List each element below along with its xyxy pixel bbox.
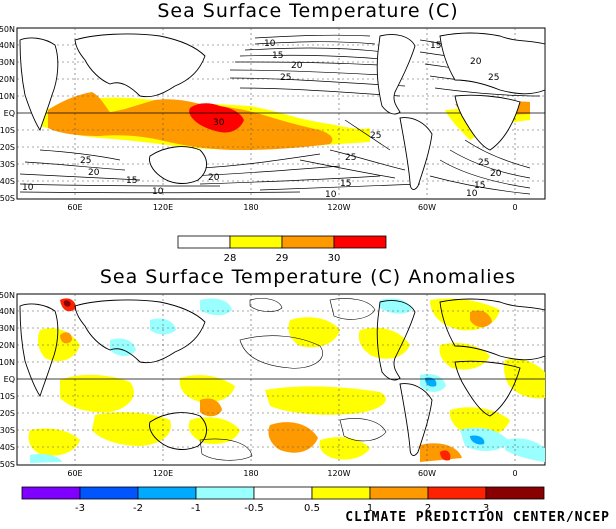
- bottom-colorbar-tick: -1: [191, 503, 201, 514]
- bottom-lat-label: 40S: [0, 443, 15, 452]
- top-contour-label-13: 15: [430, 41, 441, 51]
- top-contour-label-4: 25: [280, 73, 291, 83]
- top-contour-label-3: 20: [291, 61, 303, 71]
- top-lat-label: 50S: [0, 194, 15, 203]
- bottom-colorbar: -3 -2 -1 -0.5 0.5 1 2 3: [21, 486, 545, 514]
- bottom-colorbar-swatch: [137, 486, 197, 500]
- bottom-lat-label: 40N: [0, 307, 15, 316]
- bottom-colorbar-tick: -2: [133, 503, 143, 514]
- top-lat-label: 40N: [0, 41, 15, 50]
- bottom-lat-label: 50N: [0, 291, 15, 300]
- bottom-map: 50N 40N 30N 20N 10N EQ 10S 20S 30S 40S 5…: [0, 291, 546, 478]
- top-contour-label-22: 10: [466, 189, 478, 199]
- bottom-lat-label: 10N: [0, 358, 15, 367]
- bottom-lon-label: 120E: [153, 469, 173, 478]
- bottom-colorbar-swatch: [369, 486, 429, 500]
- bottom-lon-label: 0: [512, 469, 517, 478]
- top-map-hot-region: [189, 103, 244, 133]
- bottom-colorbar-swatch: [427, 486, 487, 500]
- top-map-title: Sea Surface Temperature (C): [157, 0, 459, 22]
- top-contour-label-1: 10: [264, 39, 276, 49]
- top-contour-label-19: 25: [345, 153, 356, 163]
- top-contour-label-14: 20: [470, 57, 482, 67]
- top-lat-label: 20S: [0, 143, 15, 152]
- top-map: 10 15 20 25 25 30 25 25 20 15 10 10 15 2…: [0, 25, 546, 212]
- top-contour-label-11: 10: [152, 187, 164, 197]
- bottom-lon-label: 60E: [67, 469, 82, 478]
- top-contour-label-20: 20: [490, 169, 502, 179]
- top-lon-label: 60E: [67, 203, 82, 212]
- bottom-colorbar-swatch: [195, 486, 255, 500]
- bottom-lat-label: 20S: [0, 409, 15, 418]
- bottom-colorbar-swatch: [485, 486, 545, 500]
- top-lat-label: 30N: [0, 58, 15, 67]
- top-contour-label-8: 25: [478, 158, 489, 168]
- top-map-coastlines: [19, 32, 546, 190]
- top-contour-label-18: 10: [325, 190, 337, 200]
- top-contour-label-9: 20: [88, 168, 100, 178]
- bottom-colorbar-swatch: [79, 486, 139, 500]
- top-lat-label: 40S: [0, 177, 15, 186]
- top-contour-label-21: 15: [474, 181, 485, 191]
- top-colorbar-tick: 28: [224, 253, 237, 264]
- top-lat-label: 20N: [0, 75, 15, 84]
- top-contour-label-10: 15: [126, 176, 137, 186]
- top-colorbar-swatch: [177, 235, 231, 249]
- top-contour-label-16: 20: [208, 173, 220, 183]
- bottom-colorbar-tick: 3: [483, 503, 489, 514]
- top-contour-label-7: 25: [80, 156, 91, 166]
- bottom-colorbar-swatch: [21, 486, 81, 500]
- bottom-lat-label: 30S: [0, 426, 15, 435]
- bottom-colorbar-tick: 1: [367, 503, 373, 514]
- top-lon-label: 180: [243, 203, 258, 212]
- bottom-lon-label: 120W: [327, 469, 350, 478]
- top-contour-label-17: 15: [340, 179, 351, 189]
- bottom-lat-label: 30N: [0, 324, 15, 333]
- top-lon-label: 0: [512, 203, 517, 212]
- top-colorbar-tick: 30: [328, 253, 341, 264]
- top-contour-label-15: 25: [488, 73, 499, 83]
- top-lon-label: 120W: [327, 203, 350, 212]
- top-contour-label-12: 10: [22, 183, 34, 193]
- bottom-colorbar-tick: -0.5: [244, 503, 264, 514]
- footer-credit: CLIMATE PREDICTION CENTER/NCEP: [345, 510, 610, 525]
- top-lat-label: 10S: [0, 126, 15, 135]
- top-lat-label: 30S: [0, 160, 15, 169]
- bottom-lon-label: 60W: [418, 469, 436, 478]
- top-contour-label-2: 15: [272, 51, 283, 61]
- top-colorbar-swatch: [281, 235, 335, 249]
- top-lat-label: 50N: [0, 25, 15, 34]
- bottom-map-title: Sea Surface Temperature (C) Anomalies: [99, 266, 517, 288]
- top-map-warm-30-region: [48, 92, 333, 150]
- top-map-contours: [19, 34, 541, 195]
- top-lon-label: 60W: [418, 203, 436, 212]
- top-contour-label-5: 25: [370, 131, 381, 141]
- top-colorbar-tick: 29: [276, 253, 289, 264]
- bottom-lat-label: EQ: [4, 375, 15, 384]
- top-lon-label: 120E: [153, 203, 173, 212]
- bottom-lat-label: 20N: [0, 341, 15, 350]
- top-contour-label-6: 30: [213, 118, 225, 128]
- top-colorbar-swatch: [229, 235, 283, 249]
- top-lat-label: EQ: [4, 109, 15, 118]
- top-colorbar: 28 29 30: [177, 235, 387, 264]
- bottom-lon-label: 180: [243, 469, 258, 478]
- bottom-colorbar-swatch: [253, 486, 313, 500]
- bottom-colorbar-swatch: [311, 486, 371, 500]
- bottom-map-coastlines: [19, 298, 546, 456]
- top-colorbar-swatch: [333, 235, 387, 249]
- top-lat-label: 10N: [0, 92, 15, 101]
- bottom-colorbar-tick: -3: [75, 503, 85, 514]
- bottom-lat-label: 10S: [0, 392, 15, 401]
- bottom-colorbar-tick: 0.5: [304, 503, 320, 514]
- bottom-lat-label: 50S: [0, 460, 15, 469]
- bottom-colorbar-tick: 2: [425, 503, 431, 514]
- bottom-map-contours: [199, 298, 387, 461]
